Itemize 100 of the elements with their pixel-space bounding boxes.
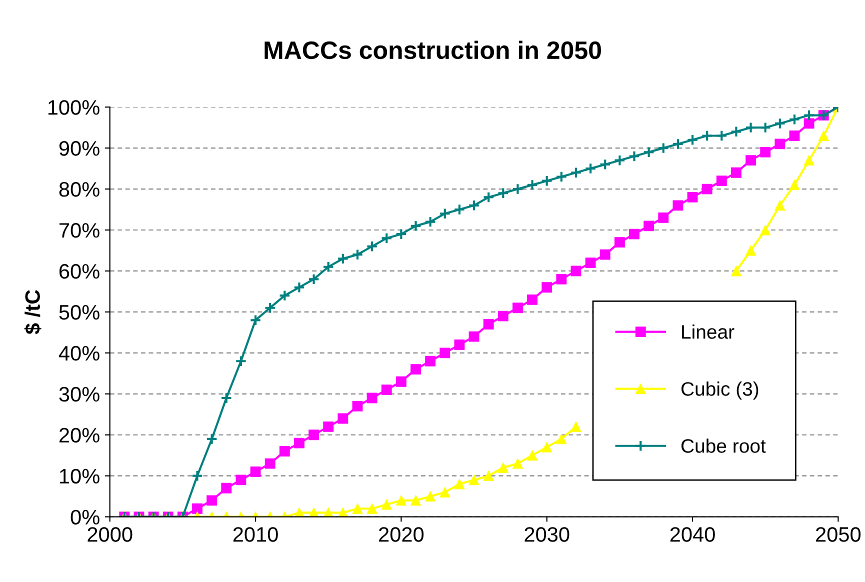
point [396,376,406,387]
y-tick-label: 80% [59,182,100,197]
point [454,478,465,490]
point [352,400,363,412]
y-tick-label: 100% [48,100,100,115]
point [701,130,713,142]
point [716,176,727,186]
y-tick-label: 60% [59,264,100,279]
point [483,470,494,482]
point [498,310,508,322]
point [322,260,334,273]
point [657,142,670,154]
x-tick-label: 2040 [670,527,715,542]
y-axis-title: $ /tC [24,290,42,334]
point [774,118,786,130]
point [760,224,771,236]
point [731,167,742,178]
point [410,495,421,506]
point [600,249,610,260]
point [599,158,612,170]
point [774,200,786,211]
point [760,146,771,158]
point [744,122,757,134]
point [337,252,349,265]
point [323,421,334,432]
point [410,220,422,232]
point [556,434,567,444]
point [366,240,378,252]
point [279,446,290,456]
point [686,134,698,146]
point [614,154,626,166]
point [250,466,261,477]
point [468,200,480,212]
point [540,174,553,187]
point [497,187,510,200]
point [614,237,625,248]
point [716,130,728,142]
point [512,183,524,195]
y-tick-label: 50% [59,304,100,320]
point [352,503,363,514]
x-tick-label: 2000 [88,527,132,542]
point [570,266,582,276]
point [512,458,523,469]
point [731,266,742,276]
point [788,113,800,126]
point [642,146,655,158]
point [556,170,568,183]
point [221,482,232,494]
point [338,413,348,424]
point [366,392,378,404]
point [468,331,480,342]
point [454,340,465,350]
y-tick-label: 40% [58,346,100,361]
point [308,273,320,286]
point [278,290,291,302]
point [644,220,654,232]
point [396,495,406,506]
point [498,462,508,473]
point [235,355,247,368]
x-tick-label: 2010 [233,527,278,542]
point [438,208,451,220]
point [746,155,756,166]
point [527,450,538,461]
point [352,248,364,260]
legend-label: Cubic (3) [681,382,758,400]
point [264,302,276,314]
point [294,438,304,448]
point [789,180,800,190]
x-tick-label: 2050 [816,527,861,542]
point [672,138,684,150]
x-tick-label: 2030 [524,527,570,542]
point [425,491,436,502]
point [556,274,567,284]
point [658,212,669,223]
point [424,216,436,228]
point [206,495,218,506]
point [702,184,712,194]
point [308,430,319,440]
y-tick-label: 10% [60,468,100,484]
point [818,130,829,141]
point [366,503,378,514]
point [585,258,596,268]
point [220,392,232,404]
point [425,356,436,366]
point [191,470,204,482]
point [293,281,306,294]
point [468,474,480,486]
point [250,314,262,326]
point [629,228,640,240]
point [687,192,698,202]
y-tick-label: 90% [59,141,100,156]
point [440,487,450,498]
y-tick-label: 20% [59,428,100,443]
point [454,204,466,216]
point [542,282,552,293]
chart-title: MACCs construction in 2050 [264,40,601,60]
point [236,474,246,486]
point [381,384,392,396]
point [774,138,786,150]
point [526,179,538,191]
